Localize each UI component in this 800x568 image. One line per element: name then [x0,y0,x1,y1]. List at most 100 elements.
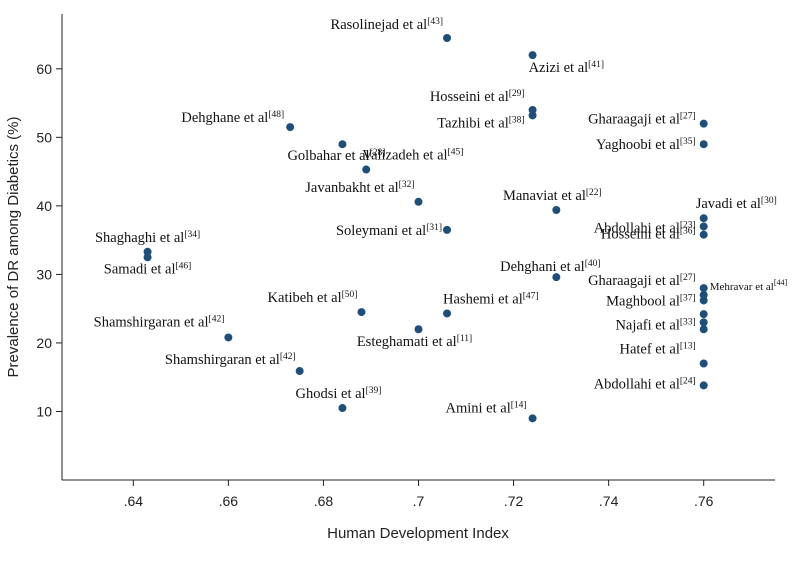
point-label-ref: [33] [680,317,696,327]
point-label-ref: [45] [448,148,464,158]
point-label: Najafi et al[33] [615,317,695,333]
point-label-ref: [39] [366,386,382,396]
point-label-ref: [22] [586,188,602,198]
x-tick-label: .64 [124,493,144,509]
scatter-point [699,230,708,239]
scatter-point [362,165,371,174]
point-label-ref: [11] [457,334,472,344]
point-label-text: Hosseini et al [601,227,680,243]
point-label: Tazhibi et al[38] [437,115,524,131]
point-label-text: Golbahar et al [287,148,369,164]
point-label-ref: [29] [509,89,525,99]
point-label-text: Dehghane et al [181,110,268,126]
point-label-text: Yaghoobi et al [596,137,680,153]
scatter-point [552,205,561,214]
scatter-point [443,33,452,42]
y-tick-label: 50 [36,129,52,145]
point-label: Hosseini et al[36] [601,227,696,243]
point-label: Soleymani et al[31] [336,223,442,239]
x-tick-label: .7 [413,493,425,509]
point-label-ref: [27] [680,273,696,283]
point-label-ref: [32] [399,180,415,190]
point-label-ref: [42] [209,314,225,324]
point-label-text: Tazhibi et al [437,115,508,131]
x-tick-label: .68 [314,493,334,509]
point-label-ref: [42] [280,352,296,362]
point-label: Golbahar et al[28] [287,148,385,164]
point-label: Gharaagaji et al[27] [588,273,696,289]
scatter-point [357,308,366,317]
point-label-text: Javadi et al [696,196,761,212]
scatter-point [443,225,452,234]
point-label: Dehghane et al[48] [181,110,284,126]
point-label-ref: [23] [680,220,696,230]
scatter-point [699,140,708,149]
x-axis-title: Human Development Index [327,525,509,542]
y-tick-label: 60 [36,61,52,77]
point-label-ref: [41] [588,60,604,70]
y-tick-label: 30 [36,266,52,282]
point-label-ref: [24] [680,376,696,386]
data-points [143,33,708,423]
point-label-ref: [27] [680,112,696,122]
scatter-point [143,253,152,262]
y-tick-label: 40 [36,198,52,214]
point-label-text: Valizadeh et al [362,148,447,164]
point-label: Rasolinejad et al[43] [331,17,443,33]
scatter-point [528,414,537,423]
scatter-point [699,325,708,334]
point-label-text: Gharaagaji et al [588,112,680,128]
point-label-text: Mehravar et al [710,281,774,293]
point-label-ref: [30] [761,196,777,206]
point-label-text: Samadi et al [104,261,176,277]
point-label-text: Gharaagaji et al [588,273,680,289]
point-label-ref: [47] [523,291,539,301]
point-label-ref: [34] [184,230,200,240]
point-label-ref: [38] [509,115,525,125]
scatter-point [338,140,347,149]
scatter-point [699,381,708,390]
point-label-text: Shamshirgaran et al [165,352,280,368]
point-label: Valizadeh et al[45] [362,148,463,164]
scatter-point [338,404,347,413]
point-label: Javanbakht et al[32] [305,180,414,196]
point-label-ref: [37] [680,293,696,303]
scatter-point [528,111,537,120]
x-tick-label: .74 [599,493,619,509]
point-label: Amini et al[14] [446,400,527,416]
scatter-point [528,105,537,114]
scatter-point [443,309,452,318]
x-tick-label: .76 [694,493,714,509]
scatter-point [143,247,152,256]
point-label: Maghbool al[37] [606,293,696,309]
point-label-ref: [43] [427,17,443,27]
point-label-text: Ghodsi et al [295,386,365,402]
point-label: Dehghani et al[40] [500,259,600,275]
point-label-ref: [50] [342,290,358,300]
scatter-point [699,290,708,299]
point-label-text: Hatef et al [619,342,679,358]
scatter-point [699,296,708,305]
point-label-text: Soleymani et al [336,223,426,239]
point-label-text: Rasolinejad et al [331,17,428,33]
point-label: Abdollahi et al[23] [594,220,696,236]
point-label: Abdollahi et al[24] [594,376,696,392]
scatter-point [286,123,295,132]
point-label-ref: [48] [268,110,284,120]
point-label-ref: [36] [680,227,696,237]
scatter-point [224,333,233,342]
scatter-point [295,367,304,376]
point-label-text: Maghbool al [606,293,680,309]
axes [61,14,775,481]
x-tick-label: .66 [219,493,239,509]
point-label-text: Katibeh et al [268,290,342,306]
point-label-text: Abdollahi et al [594,376,680,392]
scatter-point [699,214,708,223]
point-label-ref: [13] [680,342,696,352]
point-label-text: Javanbakht et al [305,180,398,196]
point-labels: Rasolinejad et al[43]Azizi et al[41]Hoss… [94,17,788,416]
x-ticks: .64 .66 .68 .7 .72 .74 .76 [124,480,714,509]
point-label-text: Amini et al [446,400,511,416]
point-label-text: Shamshirgaran et al [94,314,209,330]
point-label-ref: [40] [585,259,601,269]
